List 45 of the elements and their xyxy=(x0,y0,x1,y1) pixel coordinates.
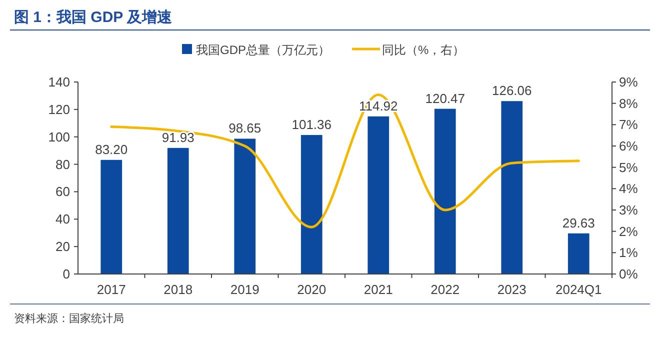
y2-tick-label: 6% xyxy=(619,138,638,154)
text: 资料来源：国家统计局 xyxy=(14,312,124,325)
data-label: 98.65 xyxy=(228,120,262,136)
y2-tick-label: 9% xyxy=(619,74,638,90)
data-label: 91.93 xyxy=(162,130,194,145)
x-tick-label: 2023 xyxy=(497,282,526,297)
chart-title: 图 1：我国 GDP 及增速 xyxy=(14,9,174,26)
x-tick-label: 2017 xyxy=(96,282,126,297)
y2-tick-label: 0% xyxy=(619,266,638,282)
y2-tick-label: 1% xyxy=(619,245,638,260)
data-label: 83.20 xyxy=(95,142,128,157)
data-label: 29.63 xyxy=(562,215,595,230)
data-label: 126.06 xyxy=(492,83,532,98)
y-tick-label: 100 xyxy=(48,129,70,144)
bar xyxy=(434,108,456,274)
y2-tick-label: 7% xyxy=(619,117,638,132)
y-tick-label: 80 xyxy=(56,156,70,172)
y2-tick-label: 2% xyxy=(619,224,638,239)
y-tick-label: 40 xyxy=(56,212,70,227)
data-label: 101.36 xyxy=(292,116,332,132)
y-tick-label: 20 xyxy=(56,239,70,254)
legend-label: 同比（%，右） xyxy=(382,43,465,57)
y2-tick-label: 3% xyxy=(619,202,638,218)
x-tick-label: 2019 xyxy=(230,282,260,297)
x-tick-label: 2021 xyxy=(364,282,393,297)
bar xyxy=(300,134,322,274)
x-tick-label: 2020 xyxy=(297,282,326,297)
x-tick-label: 2022 xyxy=(430,282,460,297)
bar xyxy=(100,160,122,274)
x-tick-label: 2018 xyxy=(164,282,193,297)
y-tick-label: 60 xyxy=(56,184,70,200)
y2-tick-label: 8% xyxy=(619,96,638,111)
y2-tick-label: 4% xyxy=(619,181,638,196)
bar xyxy=(568,233,590,274)
y-tick-label: 120 xyxy=(48,102,70,117)
data-label: 120.47 xyxy=(425,90,466,106)
bar xyxy=(167,148,189,274)
y-tick-label: 140 xyxy=(48,74,70,90)
y-tick-label: 0 xyxy=(62,266,70,282)
bar xyxy=(234,138,256,274)
y2-tick-label: 5% xyxy=(619,160,638,175)
bar xyxy=(368,116,390,274)
legend-label: 我国GDP总量（万亿元） xyxy=(196,43,330,57)
bar xyxy=(501,101,523,274)
x-tick-label: 2024Q1 xyxy=(555,282,602,297)
